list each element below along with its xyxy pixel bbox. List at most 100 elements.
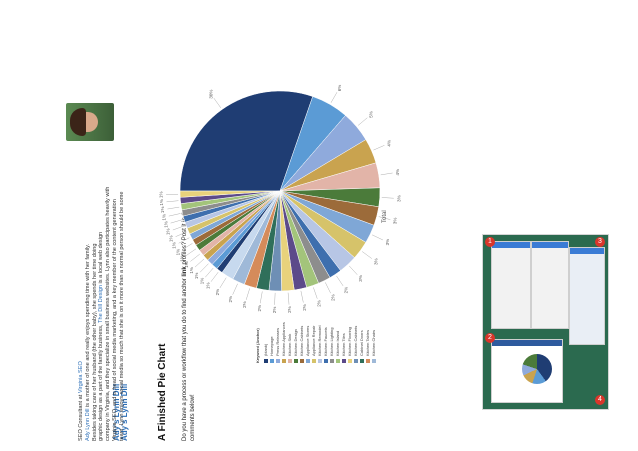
pie-chart: 30% 6% 5% 4% 4% 3% 3% 3% 3% 3% 2% 2% 2% 2% 2% 2% 2% 2% 2% 2…	[150, 31, 410, 351]
pie-slice-label: 1%	[168, 235, 173, 242]
bio-line-4-text: graphic design as a part of the family b…	[98, 322, 105, 441]
pie-slice-label: 1%	[159, 199, 164, 206]
pie-leader-line	[210, 272, 219, 282]
pie-leader-line	[170, 219, 183, 224]
pie-slice-label: 4%	[387, 140, 392, 147]
bio-line-4-tail: is a local web design	[98, 231, 105, 285]
pie-leader-line	[358, 117, 368, 126]
pie-leader-line	[380, 172, 393, 176]
employer-link[interactable]: Virginia SEO	[78, 361, 84, 394]
thumb-badge-1: 1	[485, 237, 495, 247]
pie-leader-line	[182, 243, 193, 250]
bio-line-6: Virginia SEO, and is head of social medi…	[111, 199, 118, 441]
pie-slice-label: 3%	[373, 258, 378, 265]
pie-slice-label: 5%	[369, 111, 374, 118]
pie-slice-label: 6%	[337, 85, 342, 92]
pie-slice-label: 1%	[184, 261, 189, 268]
bio-line-7: team. Lynn enjoys social media so much t…	[118, 191, 125, 441]
pie-slice-label: 2%	[272, 307, 277, 314]
pie-leader-line	[166, 200, 179, 203]
thumb-window-3-bar	[570, 248, 604, 254]
pie-slice-label: 2%	[215, 289, 220, 296]
pie-slice-label: 3%	[393, 218, 398, 225]
pie-chart-svg: 30% 6% 5% 4% 4% 3% 3% 3% 3% 3% 2% 2% 2% 2% 2% 2% 2% 2% 2% 2…	[159, 85, 402, 314]
pie-slice-label: 3%	[385, 239, 390, 246]
pie-leader-line	[287, 292, 290, 305]
pie-slice-label: 1%	[166, 228, 171, 235]
pie-leader-line	[219, 277, 227, 288]
business-link[interactable]: The Dill Design	[98, 285, 105, 323]
thumb-window-2	[531, 241, 569, 329]
bio-line-3: Besides taking care of her husband (the …	[91, 243, 98, 441]
pie-slice-label: 1%	[189, 267, 194, 274]
thumb-mini-pie	[522, 354, 552, 384]
pie-leader-line	[172, 225, 185, 231]
pie-leader-line	[362, 251, 372, 259]
pie-slice-label: 1%	[179, 255, 184, 262]
pie-leader-line	[349, 265, 358, 275]
pie-leader-line	[205, 267, 214, 278]
bio-line-2-text: is a mother of one and really enjoys spe…	[84, 243, 91, 409]
pie-leader-line	[378, 216, 391, 220]
pie-slice-label: 1%	[194, 273, 199, 280]
pie-leader-line	[178, 237, 190, 244]
bio-line-5: company in Virginia, and they specialize…	[105, 186, 112, 441]
author-bio: SEO Consultant at Virginia SEO Ady Lynn …	[78, 141, 126, 441]
pie-leader-line	[194, 258, 205, 268]
pie-slice-label: 3%	[358, 275, 363, 282]
pie-leader-line	[336, 275, 344, 287]
pie-leader-line	[325, 282, 331, 294]
pie-leader-line	[167, 206, 180, 210]
pie-slice-label: 2%	[330, 294, 335, 301]
pie-slice-label: 2%	[287, 306, 292, 313]
photo-hair	[70, 108, 86, 136]
pie-slice-label: 2%	[343, 287, 348, 294]
author-photo	[66, 103, 114, 141]
author-name-link[interactable]: Ady Lynn Dill	[84, 408, 91, 441]
thumb-window-4	[491, 339, 563, 403]
thumb-window-1	[491, 241, 531, 329]
bio-line-2: Ady Lynn Dill is a mother of one and rea…	[85, 141, 92, 441]
pie-leader-line	[232, 283, 238, 295]
pie-leader-line	[175, 231, 187, 237]
pie-slice-label: 1%	[160, 207, 165, 214]
bio-line-4: graphic design as a part of the family b…	[98, 141, 105, 441]
thumbnail-screenshot: 1 2 3 4	[482, 234, 609, 410]
pie-leader-line	[300, 290, 304, 303]
pie-slice-label: 1%	[175, 249, 180, 256]
pie-slice-label: 30%	[208, 90, 213, 99]
pie-leader-line	[185, 248, 197, 256]
pie-leader-line	[245, 288, 250, 300]
thumb-window-1-bar	[492, 242, 530, 248]
pie-slice-label: 2%	[257, 305, 262, 312]
pie-leader-line	[373, 145, 385, 151]
thumb-window-2-bar	[532, 242, 568, 248]
pie-leader-line	[260, 291, 263, 304]
bio-line-1-text: SEO Consultant at	[78, 393, 84, 441]
pie-slice-label: 2%	[228, 296, 233, 303]
bio-line-1: SEO Consultant at Virginia SEO	[78, 141, 85, 441]
pie-slice-label: 2%	[242, 301, 247, 308]
pie-leader-line	[330, 92, 338, 103]
thumb-badge-4: 4	[595, 395, 605, 405]
author-block-rotated: Ady's Lynn Dill SEO Consultant at Virgin…	[0, 0, 140, 451]
pie-slice-label: 1%	[205, 282, 210, 289]
pie-slice-label: 4%	[395, 169, 400, 176]
pie-slice-label: 2%	[316, 300, 321, 307]
thumb-window-3	[569, 247, 605, 345]
pie-leader-line	[313, 287, 318, 299]
pie-slice-label: 1%	[163, 221, 168, 228]
pie-leader-line	[274, 292, 276, 305]
pie-leader-line	[213, 98, 221, 109]
pie-slice-label: 3%	[396, 195, 401, 202]
pie-slice-label: 1%	[159, 192, 164, 199]
pie-leader-line	[372, 234, 384, 241]
pie-leader-line	[199, 263, 209, 273]
pie-leader-line	[381, 197, 394, 199]
thumb-badge-2: 2	[485, 333, 495, 343]
pie-leader-line	[168, 213, 181, 217]
pie-slice-label: 1%	[172, 242, 177, 249]
pie-slice-label: 2%	[302, 304, 307, 311]
